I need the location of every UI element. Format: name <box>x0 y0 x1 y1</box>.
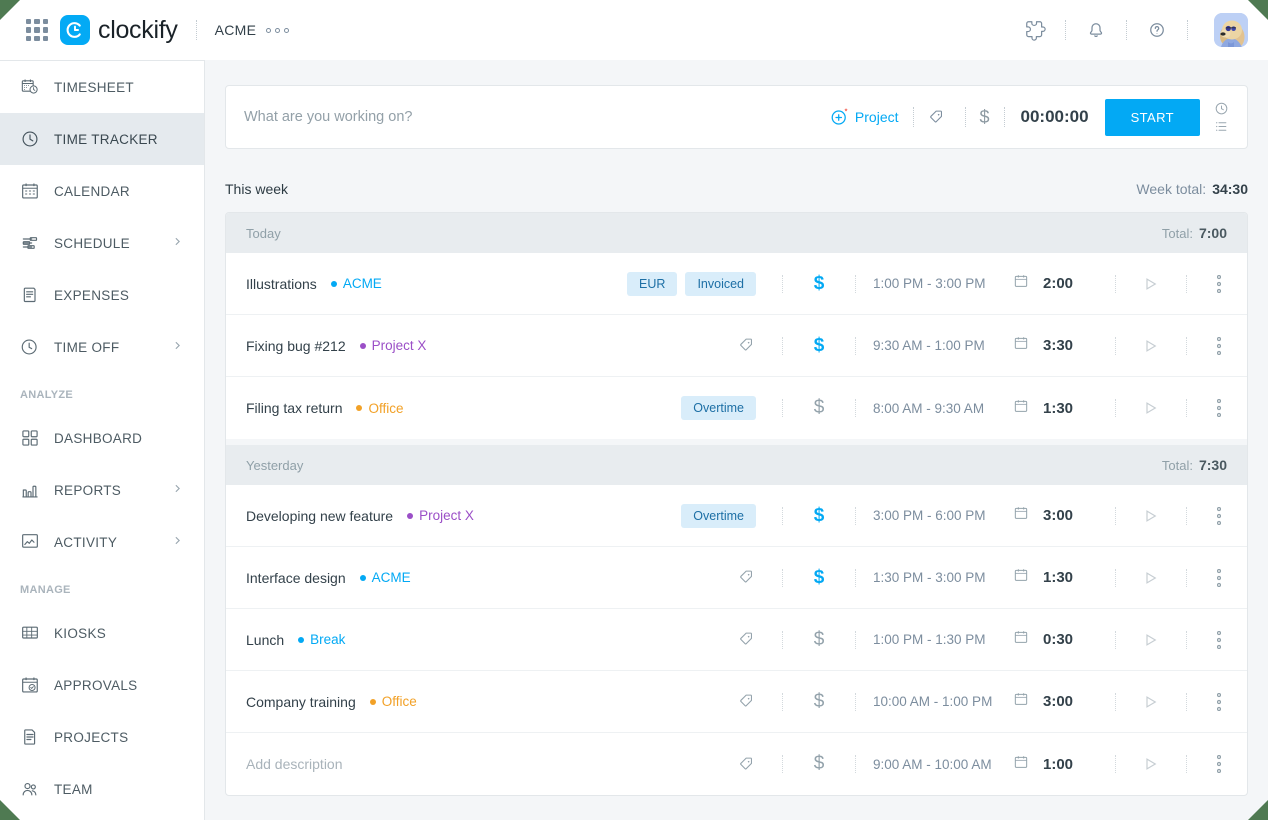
svg-text:*: * <box>845 108 848 116</box>
